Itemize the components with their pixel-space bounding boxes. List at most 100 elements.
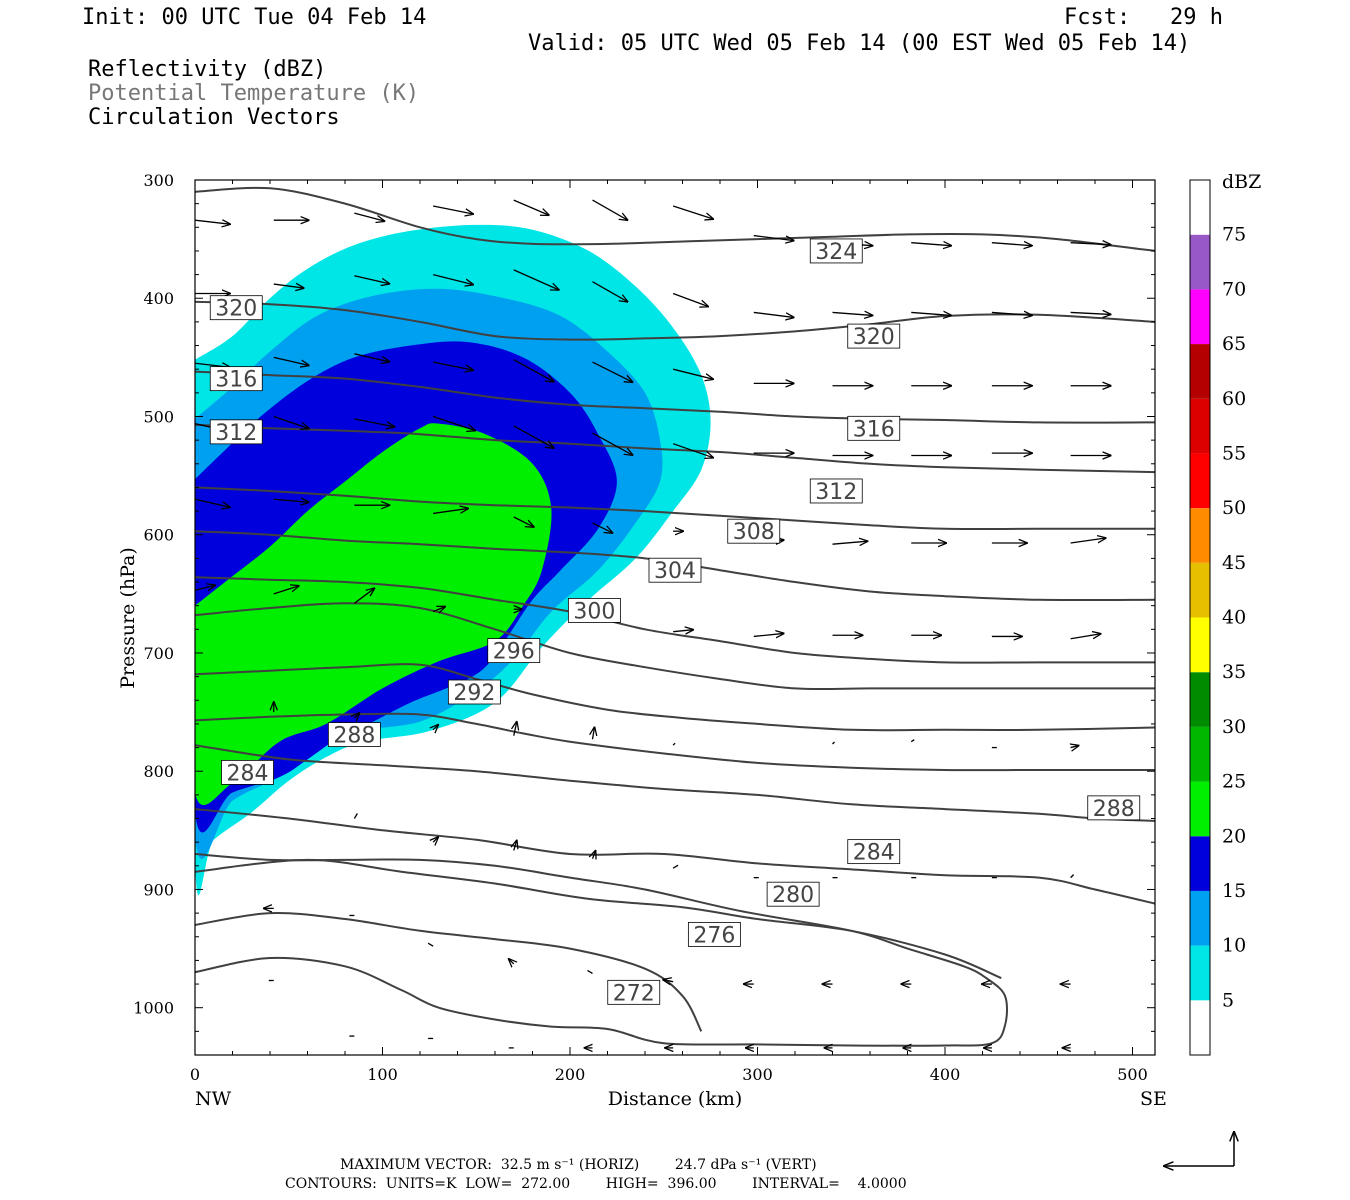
axes: 0 100 200 300 400 500 300 400 500 600 700 800 900 100… xyxy=(133,171,1155,1084)
theta-contour-328 xyxy=(195,186,1155,252)
circulation-vector xyxy=(673,630,693,632)
contour-label: 316 xyxy=(215,368,257,393)
circulation-vector xyxy=(353,588,374,604)
colorbar-label: 15 xyxy=(1222,880,1246,902)
x-axis-label: Distance (km) xyxy=(608,1088,743,1110)
circulation-vector xyxy=(672,368,713,379)
y-tick-label: 1000 xyxy=(133,999,174,1018)
contour-label-box xyxy=(209,366,263,392)
contour-label: 292 xyxy=(453,681,495,706)
contour-label: 288 xyxy=(333,724,375,749)
circulation-vector xyxy=(593,727,595,740)
circulation-vector xyxy=(672,864,679,869)
colorbar-title: dBZ xyxy=(1222,171,1261,193)
field-circulation-vectors: Circulation Vectors xyxy=(88,105,340,130)
contour-label-box xyxy=(809,478,863,504)
x-end-left: NW xyxy=(195,1088,232,1110)
circulation-vector xyxy=(353,813,358,819)
circulation-vector xyxy=(513,359,554,382)
colorbar-label: 45 xyxy=(1222,552,1246,574)
contour-label: 284 xyxy=(227,761,269,786)
x-tick-label: 100 xyxy=(367,1065,398,1084)
circulation-vector xyxy=(753,311,794,317)
circulation-vector xyxy=(592,281,628,302)
circulation-vector xyxy=(513,425,554,448)
contour-label: 316 xyxy=(853,417,895,442)
circulation-vector xyxy=(432,273,473,285)
contour-label-box xyxy=(648,557,702,583)
circulation-vector xyxy=(592,432,633,455)
contour-label: 272 xyxy=(613,981,655,1006)
colorbar-label: 20 xyxy=(1222,825,1246,847)
circulation-vector xyxy=(832,541,868,544)
theta-contour-276 xyxy=(195,911,703,1032)
contour-label: 296 xyxy=(493,640,535,665)
colorbar-segment xyxy=(1190,672,1210,727)
circulation-vector xyxy=(911,312,951,315)
contour-label: 312 xyxy=(815,480,857,505)
colorbar-segment xyxy=(1190,398,1210,454)
circulation-vector xyxy=(195,220,230,224)
circulation-vector xyxy=(672,742,676,746)
circulation-vector xyxy=(672,292,708,307)
x-tick-label: 300 xyxy=(742,1065,773,1084)
x-tick-label: 500 xyxy=(1117,1065,1148,1084)
circulation-vector xyxy=(354,275,389,284)
plot-frame xyxy=(194,179,1156,1056)
contour-label-box xyxy=(809,238,863,264)
circulation-vector xyxy=(991,243,1032,246)
init-time: Init: 00 UTC Tue 04 Feb 14 xyxy=(82,5,427,30)
theta-contour-280 xyxy=(195,858,1002,980)
colorbar-segment xyxy=(1190,945,1210,1001)
contour-label: 288 xyxy=(1093,797,1135,822)
forecast-hour: Fcst: 29 h xyxy=(1064,5,1223,30)
reference-vector-icon xyxy=(1164,1132,1234,1166)
circulation-vector xyxy=(592,361,633,382)
footer-contours: CONTOURS: UNITS=K LOW= 272.00 HIGH= 396.… xyxy=(285,1176,907,1192)
field-potential-temperature: Potential Temperature (K) xyxy=(88,81,420,106)
circulation-vector xyxy=(1071,746,1079,748)
circulation-vector xyxy=(273,284,304,288)
y-tick-label: 500 xyxy=(143,407,174,426)
contour-label-box xyxy=(221,759,274,785)
y-tick-label: 300 xyxy=(143,171,174,190)
y-tick-label: 600 xyxy=(143,526,174,545)
colorbar-label: 5 xyxy=(1222,989,1234,1011)
circulation-vector xyxy=(514,722,517,736)
contour-label-box xyxy=(847,839,901,865)
circulation-vector xyxy=(672,205,713,219)
colorbar-label: 65 xyxy=(1222,333,1246,355)
y-axis-label: Pressure (hPa) xyxy=(117,547,139,689)
contour-label-box xyxy=(766,881,820,907)
circulation-vector xyxy=(195,585,215,590)
colorbar-label: 55 xyxy=(1222,442,1246,464)
footer-max-vector: MAXIMUM VECTOR: 32.5 m s⁻¹ (HORIZ) 24.7 … xyxy=(340,1157,817,1173)
contour-label: 320 xyxy=(215,297,257,322)
contour-label-box xyxy=(209,419,263,445)
contour-label-box xyxy=(209,295,263,321)
colorbar-segment xyxy=(1190,508,1210,563)
contour-label: 308 xyxy=(733,520,775,545)
circulation-vector xyxy=(1070,538,1106,544)
contour-label-box xyxy=(1087,795,1141,821)
contour-label-box xyxy=(567,598,621,623)
theta-contour-272 xyxy=(195,853,1008,1047)
circulation-vector xyxy=(753,633,784,636)
theta-contour-284 xyxy=(195,808,1155,905)
colorbar-label: 40 xyxy=(1222,607,1246,629)
colorbar-segment xyxy=(1190,180,1210,235)
colorbar-segment xyxy=(1190,726,1210,782)
colorbar-segment xyxy=(1190,890,1210,946)
x-tick-label: 200 xyxy=(555,1065,586,1084)
circulation-vector xyxy=(509,959,514,964)
circulation-vector xyxy=(513,199,549,215)
theta-contour-320 xyxy=(195,370,1155,424)
colorbar-label: 50 xyxy=(1222,497,1246,519)
circulation-vector xyxy=(432,361,473,370)
circulation-vector xyxy=(354,353,389,362)
contour-label: 324 xyxy=(815,240,857,265)
y-tick-label: 400 xyxy=(143,289,174,308)
circulation-vector xyxy=(911,243,951,246)
theta-contour-316 xyxy=(195,423,1155,474)
circulation-vector xyxy=(514,840,517,851)
